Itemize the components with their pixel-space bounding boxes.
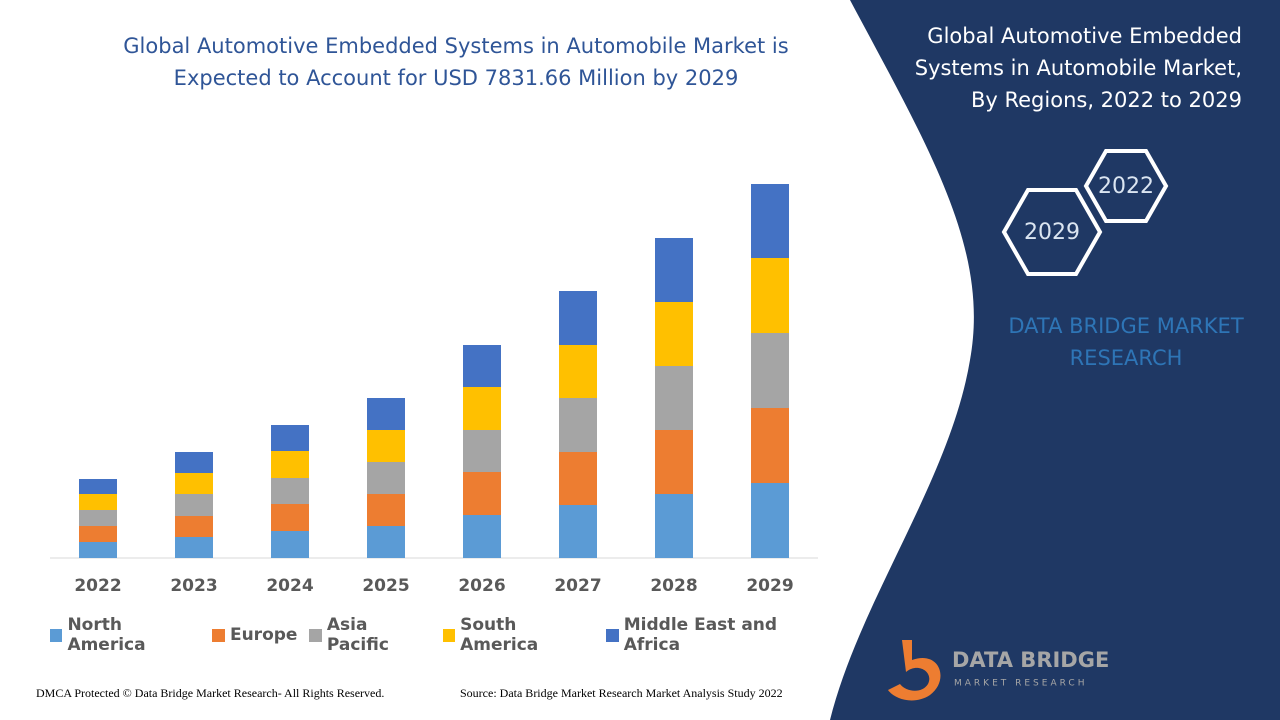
bar-segment bbox=[655, 238, 693, 302]
bar-segment bbox=[367, 430, 405, 462]
bar-segment bbox=[79, 526, 117, 542]
bar-segment bbox=[751, 333, 789, 408]
bar-segment bbox=[271, 504, 309, 531]
bar-segment bbox=[751, 258, 789, 333]
bar-segment bbox=[559, 291, 597, 345]
legend-item: Europe bbox=[211, 615, 298, 655]
legend-swatch bbox=[211, 628, 225, 642]
x-tick-label: 2022 bbox=[74, 576, 121, 596]
x-tick-label: 2026 bbox=[458, 576, 505, 596]
x-tick-label: 2024 bbox=[266, 576, 313, 596]
hex-label: 2029 bbox=[1024, 220, 1080, 245]
bar-segment bbox=[463, 387, 501, 430]
bar-segment bbox=[367, 462, 405, 494]
x-tick-label: 2027 bbox=[554, 576, 601, 596]
x-tick-label: 2023 bbox=[170, 576, 217, 596]
brand: DATA BRIDGE MARKET RESEARCH bbox=[1008, 314, 1244, 370]
bar-segment bbox=[367, 494, 405, 526]
legend: North America Europe Asia Pacific South Ame… bbox=[50, 615, 830, 655]
legend-label: Europe bbox=[229, 625, 298, 645]
bar-segment bbox=[463, 472, 501, 515]
bar-segment bbox=[271, 451, 309, 478]
hex-label: 2022 bbox=[1098, 174, 1154, 199]
bar-segment bbox=[175, 516, 213, 537]
x-tick-label: 2025 bbox=[362, 576, 409, 596]
bar-segment bbox=[79, 542, 117, 558]
logo-name: DATA BRIDGE bbox=[952, 648, 1109, 672]
chart-title: Global Automotive Embedded Systems in Au… bbox=[123, 34, 789, 90]
legend-item: Middle East and Africa bbox=[606, 615, 830, 655]
bar-segment bbox=[271, 478, 309, 504]
bar-segment bbox=[751, 184, 789, 258]
legend-label: Middle East and Africa bbox=[623, 615, 778, 655]
side-title: Global Automotive Embedded Systems in Au… bbox=[914, 24, 1242, 112]
bar-segment bbox=[559, 345, 597, 398]
bar-segment bbox=[175, 537, 213, 558]
bar-segment bbox=[559, 505, 597, 558]
legend-swatch bbox=[309, 628, 322, 642]
side-panel-bg bbox=[830, 0, 1280, 720]
bar-segment bbox=[559, 398, 597, 452]
legend-swatch bbox=[606, 628, 619, 642]
bar-segment bbox=[751, 483, 789, 558]
bar-segment bbox=[79, 479, 117, 494]
hexagon bbox=[1083, 149, 1169, 223]
bar-segment bbox=[463, 515, 501, 558]
footer-source: Source: Data Bridge Market Research Mark… bbox=[460, 686, 783, 700]
bar-segment bbox=[367, 398, 405, 430]
bar-segment bbox=[463, 345, 501, 387]
bar-segment bbox=[655, 494, 693, 558]
bar-segment bbox=[79, 494, 117, 510]
legend-item: Asia Pacific bbox=[309, 615, 430, 655]
x-tick-label: 2029 bbox=[746, 576, 793, 596]
legend-swatch bbox=[50, 628, 63, 642]
legend-label: North America bbox=[67, 615, 146, 655]
footer-rights: DMCA Protected © Data Bridge Market Rese… bbox=[36, 686, 385, 700]
bar-segment bbox=[655, 302, 693, 366]
bar-segment bbox=[655, 430, 693, 494]
bar-segment bbox=[367, 526, 405, 558]
bar-segment bbox=[79, 510, 117, 526]
legend-label: South America bbox=[460, 615, 539, 655]
legend-item: South America bbox=[442, 615, 595, 655]
logo-mark bbox=[888, 640, 941, 701]
logo-tagline: MARKET RESEARCH bbox=[954, 679, 1087, 689]
bar-segment bbox=[175, 452, 213, 473]
bar-segment bbox=[175, 494, 213, 516]
bar-segment bbox=[271, 425, 309, 451]
x-tick-label: 2028 bbox=[650, 576, 697, 596]
legend-label: Asia Pacific bbox=[326, 615, 389, 655]
bar-segment bbox=[463, 430, 501, 472]
legend-swatch bbox=[442, 628, 456, 642]
hexagon bbox=[1001, 188, 1103, 276]
bar-segment bbox=[271, 531, 309, 558]
bar-segment bbox=[559, 452, 597, 505]
legend-item: North America bbox=[50, 615, 200, 655]
bar-segment bbox=[175, 473, 213, 494]
bar-segment bbox=[751, 408, 789, 483]
bar-segment bbox=[655, 366, 693, 430]
